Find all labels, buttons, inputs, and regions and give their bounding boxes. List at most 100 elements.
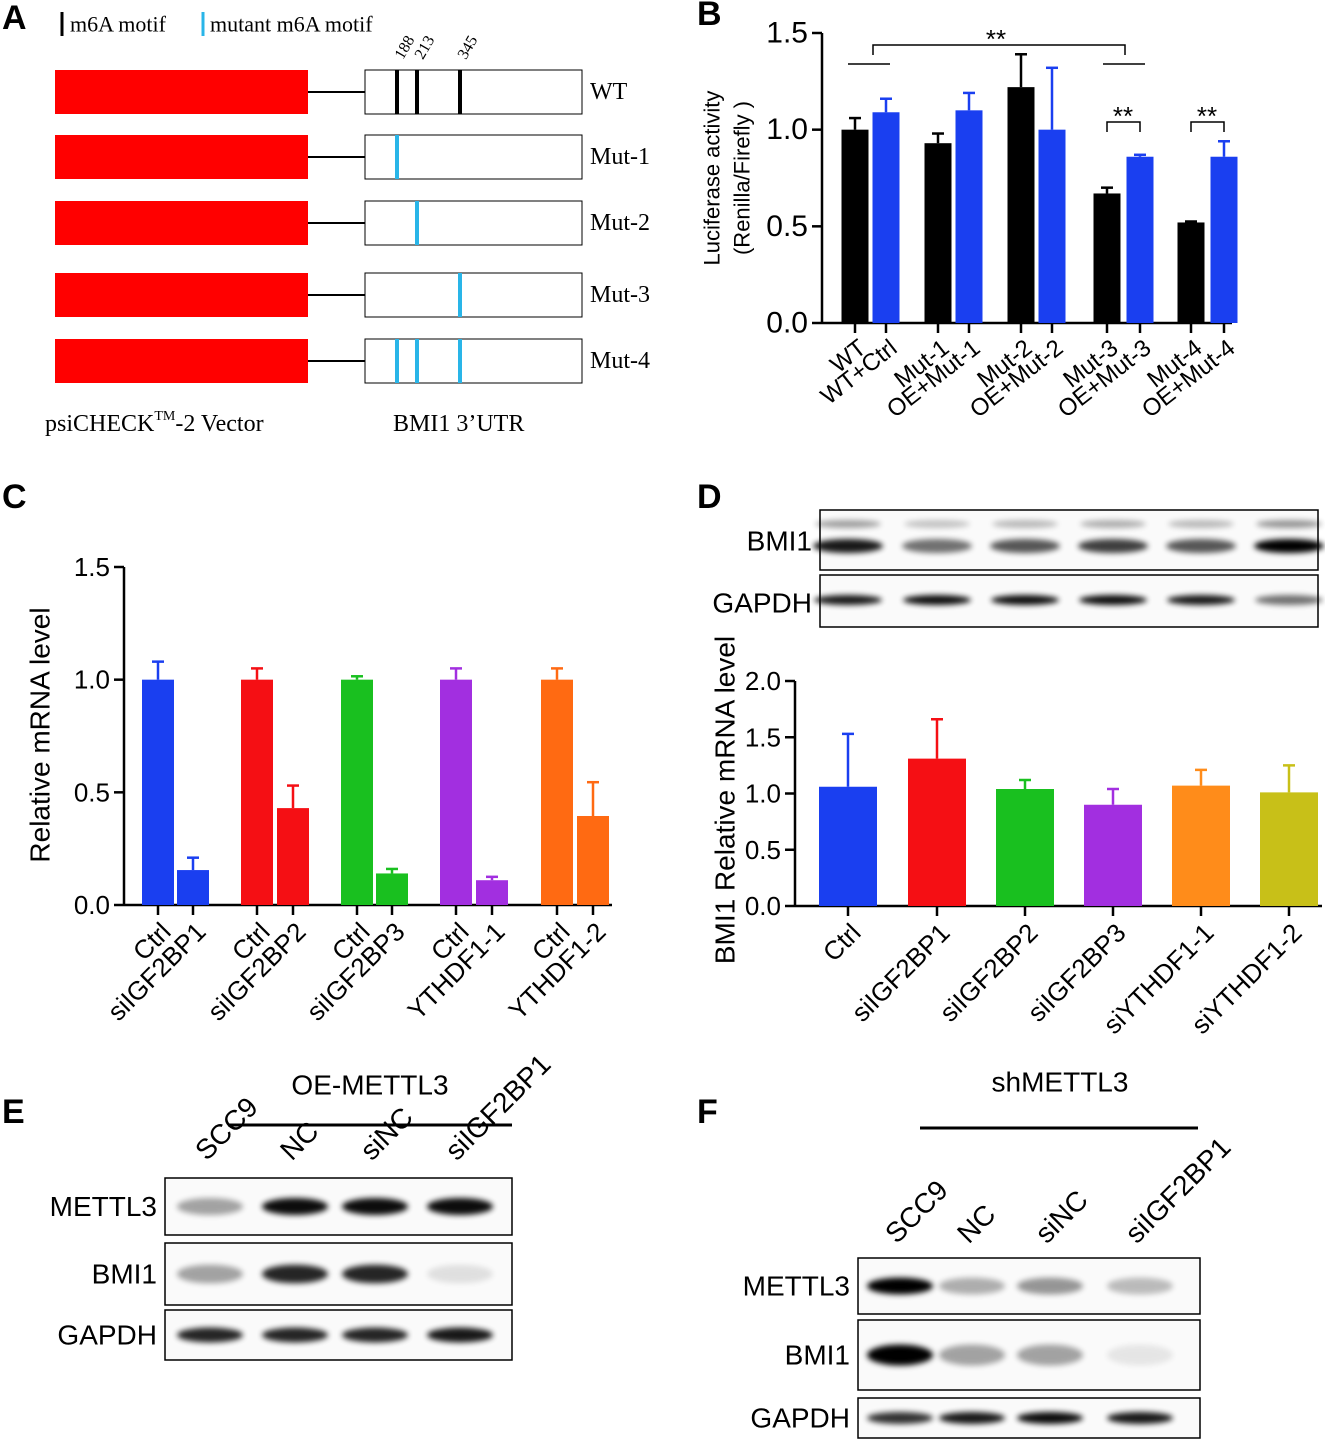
y-tick-label: 1.5 (745, 722, 781, 752)
blot-row-label: GAPDH (712, 588, 812, 619)
error-bar (880, 97, 892, 113)
y-tick-label: 0.0 (74, 890, 110, 920)
lane-label: siIGF2BP1 (1119, 1131, 1237, 1249)
blot-band (342, 1264, 408, 1284)
error-bar (287, 784, 299, 809)
error-bar (486, 875, 498, 881)
significance-label: ** (986, 24, 1006, 54)
blot-band (427, 1197, 493, 1216)
bar (577, 815, 609, 905)
panel-label: B (697, 0, 722, 33)
y-axis-label: Relative mRNA level (25, 607, 56, 862)
construct-label: WT (590, 79, 628, 105)
blot-row-label: BMI1 (785, 1340, 850, 1371)
blot-header: shMETTL3 (992, 1067, 1129, 1098)
vector-box (55, 273, 308, 317)
blot-band (262, 1264, 328, 1284)
blot-band (991, 595, 1059, 605)
blot-band (939, 1277, 1005, 1295)
blot-band (427, 1327, 493, 1343)
vector-box (55, 339, 308, 383)
vector-box (55, 135, 308, 179)
blot-row-label: BMI1 (92, 1259, 157, 1290)
error-bar (587, 780, 599, 816)
lane-label: NC (274, 1115, 325, 1166)
blot-band (1256, 520, 1322, 528)
blot-band (177, 1327, 243, 1343)
site-label: 345 (455, 33, 482, 62)
blot-frame (819, 574, 1319, 628)
error-bar (551, 667, 563, 680)
bar (955, 110, 983, 323)
panel-label: C (2, 478, 27, 516)
vector-caption: psiCHECKTM-2 Vector (45, 409, 264, 438)
blot-row-label: GAPDH (57, 1320, 157, 1351)
y-tick-label: 0.5 (74, 777, 110, 807)
construct-label: Mut-3 (590, 282, 650, 308)
blot-band (1078, 539, 1148, 553)
error-bar (932, 132, 944, 144)
bar (142, 679, 174, 905)
lane-label: siNC (354, 1101, 419, 1166)
error-bar (351, 675, 363, 680)
blot-band (177, 1197, 243, 1216)
blot-band (1017, 1277, 1083, 1295)
bar (841, 129, 869, 323)
panel-label: F (697, 1093, 718, 1131)
blot-band (427, 1264, 493, 1284)
blot-band (1017, 1344, 1083, 1366)
y-tick-label: 0.0 (766, 307, 808, 340)
utr-box (364, 69, 583, 115)
y-tick-label: 1.0 (766, 113, 808, 146)
blot-band (342, 1327, 408, 1343)
significance-bracket (1106, 121, 1141, 132)
bar (819, 786, 877, 906)
construct-label: Mut-2 (590, 210, 650, 236)
error-bar (1283, 764, 1295, 793)
bar (1093, 193, 1121, 323)
y-tick-label: 2.0 (745, 666, 781, 696)
error-bar (152, 660, 164, 680)
bar (1260, 792, 1318, 906)
y-tick-label: 0.5 (745, 835, 781, 865)
blot-band (939, 1412, 1005, 1424)
blot-row-label: METTL3 (50, 1191, 157, 1222)
blot-band (939, 1344, 1005, 1366)
bar (277, 808, 309, 905)
blot-band (1255, 595, 1323, 605)
significance-label: ** (1113, 101, 1133, 131)
error-bar (1134, 153, 1146, 157)
blot-row-label: METTL3 (743, 1271, 850, 1302)
y-axis-label: BMI1 Relative mRNA level (710, 636, 741, 964)
caption-part: -2 Vector (175, 411, 263, 437)
error-bar (849, 116, 861, 130)
blot-band (867, 1344, 933, 1366)
caption-part: TM (154, 409, 176, 424)
y-tick-label: 0.5 (766, 210, 808, 243)
blot-row-label: BMI1 (747, 526, 812, 557)
construct-label: Mut-4 (590, 348, 650, 374)
blot-band (815, 520, 881, 528)
bar (924, 143, 952, 323)
bar (1084, 804, 1142, 906)
error-bar (1185, 220, 1197, 223)
error-bar (251, 667, 263, 680)
error-bar (1107, 787, 1119, 805)
bar (908, 758, 966, 906)
blot-band (1079, 595, 1147, 605)
bar (376, 873, 408, 905)
bar (1177, 222, 1205, 323)
blot-band (903, 595, 971, 605)
bar (341, 679, 373, 905)
utr-box (364, 272, 583, 318)
caption-part: psiCHECK (45, 411, 155, 437)
lane-label: NC (951, 1198, 1002, 1249)
blot-band (902, 539, 972, 553)
vector-box (55, 201, 308, 245)
bar (1172, 785, 1230, 906)
blot-band (1017, 1412, 1083, 1424)
error-bar (1195, 768, 1207, 786)
lane-label: SCC9 (189, 1091, 264, 1166)
blot-band (1107, 1277, 1173, 1295)
blot-band (1254, 539, 1324, 553)
